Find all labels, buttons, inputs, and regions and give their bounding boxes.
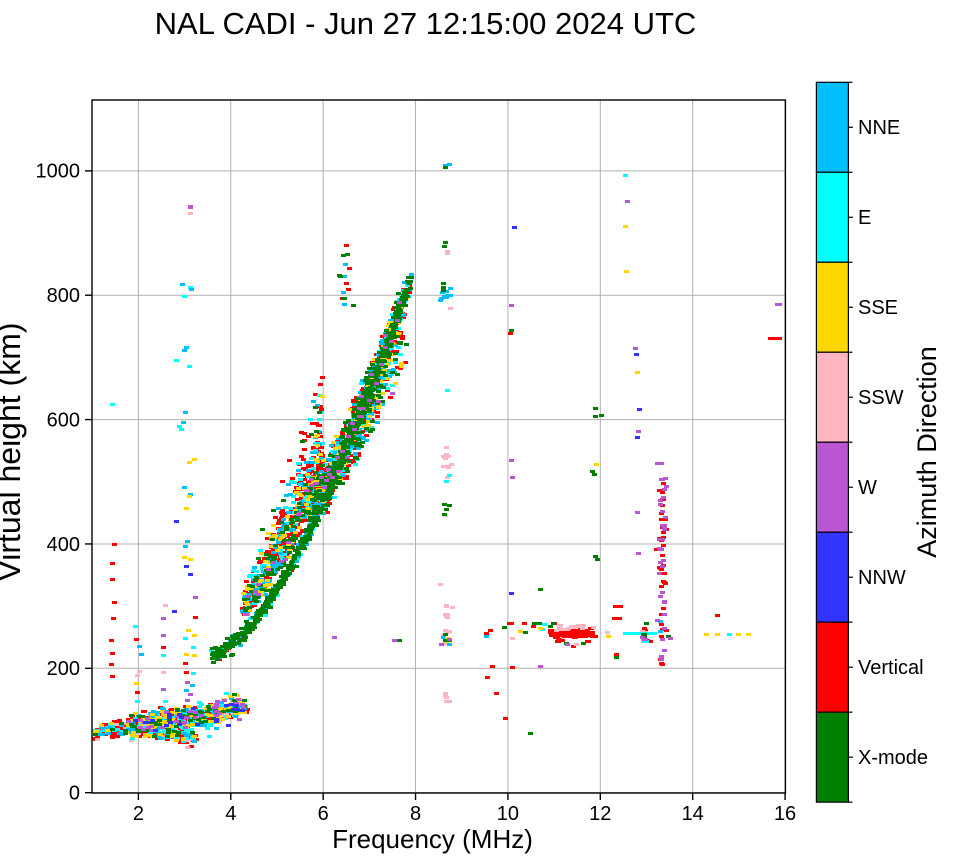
svg-text:2: 2 bbox=[133, 803, 144, 825]
svg-text:0: 0 bbox=[69, 783, 80, 805]
svg-text:10: 10 bbox=[497, 803, 519, 825]
svg-text:600: 600 bbox=[47, 409, 80, 431]
svg-text:12: 12 bbox=[589, 803, 611, 825]
svg-text:Virtual height (km): Virtual height (km) bbox=[0, 322, 27, 581]
svg-text:800: 800 bbox=[47, 285, 80, 307]
svg-text:8: 8 bbox=[410, 803, 421, 825]
svg-text:Azimuth Direction: Azimuth Direction bbox=[912, 346, 942, 558]
svg-text:14: 14 bbox=[682, 803, 704, 825]
svg-text:4: 4 bbox=[225, 803, 236, 825]
svg-text:400: 400 bbox=[47, 534, 80, 556]
svg-text:X-mode: X-mode bbox=[858, 747, 928, 769]
svg-text:Frequency (MHz): Frequency (MHz) bbox=[332, 824, 533, 854]
svg-text:Vertical: Vertical bbox=[858, 657, 924, 679]
svg-text:SSW: SSW bbox=[858, 387, 904, 409]
svg-text:16: 16 bbox=[774, 803, 796, 825]
svg-text:NNE: NNE bbox=[858, 117, 900, 139]
svg-text:200: 200 bbox=[47, 658, 80, 680]
svg-text:6: 6 bbox=[318, 803, 329, 825]
svg-text:NNW: NNW bbox=[858, 567, 906, 589]
svg-text:SSE: SSE bbox=[858, 297, 898, 319]
svg-text:1000: 1000 bbox=[36, 161, 81, 183]
svg-text:W: W bbox=[858, 477, 877, 499]
svg-text:E: E bbox=[858, 207, 871, 229]
